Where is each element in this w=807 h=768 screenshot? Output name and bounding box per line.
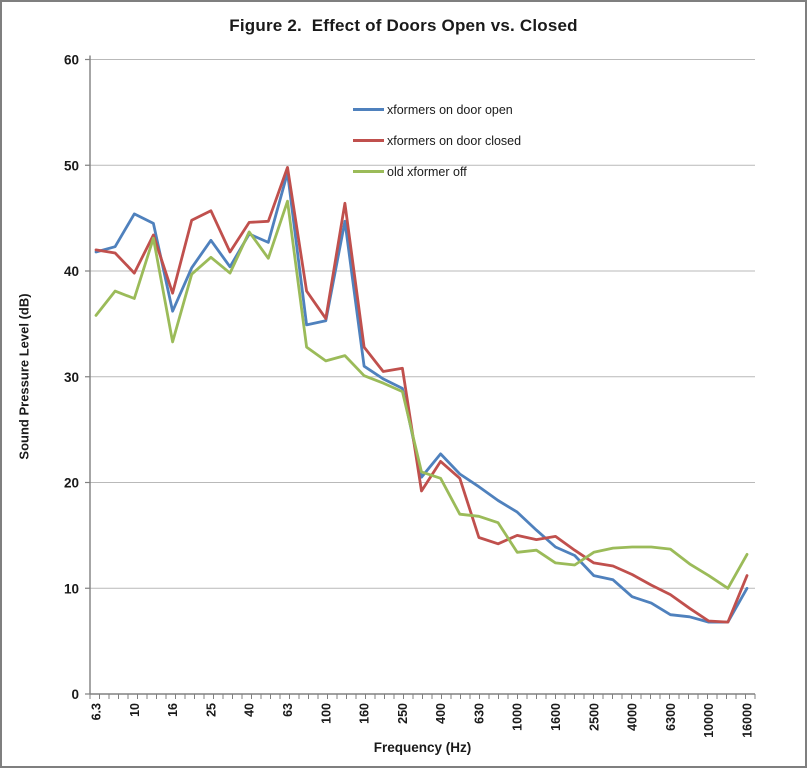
x-tick-label: 10000 — [702, 703, 716, 738]
chart-title: Figure 2. Effect of Doors Open vs. Close… — [229, 16, 578, 35]
y-tick-label: 0 — [71, 687, 79, 702]
legend-item-label: old xformer off — [387, 164, 467, 179]
y-tick-label: 10 — [64, 581, 79, 596]
x-tick-label: 100 — [319, 703, 333, 724]
y-tick-label: 60 — [64, 53, 79, 68]
x-tick-label: 1600 — [549, 703, 563, 731]
x-tick-label: 6300 — [664, 703, 678, 731]
series-line-2 — [94, 199, 749, 590]
legend-item-door-closed: xformers on door closed — [353, 125, 521, 156]
legend-swatch-xformer-off — [353, 170, 384, 173]
y-tick-label: 30 — [64, 370, 79, 385]
x-tick-label: 10 — [128, 703, 142, 717]
x-tick-label: 16 — [166, 703, 180, 717]
x-tick-label: 16000 — [741, 703, 755, 738]
x-tick-label: 160 — [358, 703, 372, 724]
y-axis-title: Sound Pressure Level (dB) — [16, 293, 32, 460]
legend-item-door-open: xformers on door open — [353, 94, 521, 125]
x-tick-label: 1000 — [511, 703, 525, 731]
x-tick-label: 400 — [434, 703, 448, 724]
x-tick-label: 25 — [204, 703, 218, 717]
x-tick-label: 4000 — [626, 703, 640, 731]
y-tick-label: 20 — [64, 476, 79, 491]
series-line-0 — [94, 171, 749, 624]
y-tick-label: 40 — [64, 264, 79, 279]
x-tick-label: 6.3 — [90, 703, 104, 720]
x-tick-label: 40 — [243, 703, 257, 717]
legend-item-label: xformers on door open — [387, 102, 513, 117]
legend-item-xformer-off: old xformer off — [353, 156, 521, 187]
legend-item-label: xformers on door closed — [387, 133, 522, 148]
legend-swatch-door-open — [353, 108, 384, 111]
legend: xformers on door open xformers on door c… — [353, 94, 521, 187]
x-tick-label: 63 — [281, 703, 295, 717]
x-tick-label: 630 — [472, 703, 486, 724]
y-tick-label: 50 — [64, 158, 79, 173]
legend-swatch-door-closed — [353, 139, 384, 142]
x-tick-label: 2500 — [587, 703, 601, 731]
x-axis-title: Frequency (Hz) — [373, 740, 472, 755]
x-tick-label: 250 — [396, 703, 410, 724]
series-line-1 — [94, 165, 749, 624]
